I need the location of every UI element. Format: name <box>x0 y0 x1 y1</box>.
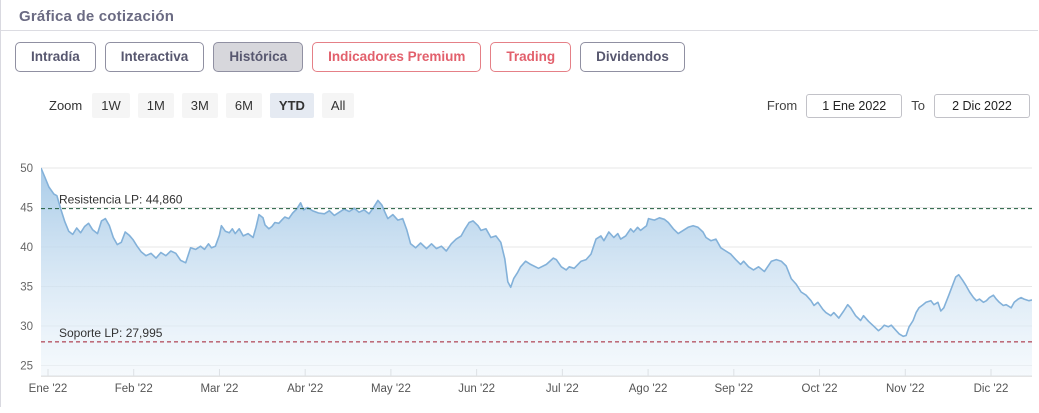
zoom-buttons: 1W 1M 3M 6M YTD All <box>84 93 355 118</box>
to-date-input[interactable] <box>934 93 1030 118</box>
zoom-button-6m[interactable]: 6M <box>225 93 262 118</box>
svg-text:30: 30 <box>20 321 33 333</box>
chart-tabs: Intradía Interactiva Histórica Indicadores … <box>15 42 1038 72</box>
to-label: To <box>911 98 925 113</box>
resistencia-lp-line: Resistencia LP: 44,860 <box>41 192 1032 209</box>
zoom-button-3m[interactable]: 3M <box>181 93 218 118</box>
svg-text:Ago '22: Ago '22 <box>629 383 668 395</box>
svg-text:35: 35 <box>20 281 33 293</box>
zoom-button-all[interactable]: All <box>321 93 355 118</box>
svg-text:Mar '22: Mar '22 <box>200 383 238 395</box>
svg-text:Abr '22: Abr '22 <box>287 383 323 395</box>
svg-text:Resistencia LP: 44,860: Resistencia LP: 44,860 <box>59 192 183 206</box>
tab-trading[interactable]: Trading <box>490 42 572 72</box>
zoom-button-ytd[interactable]: YTD <box>269 93 314 118</box>
chart-toolbar: Zoom 1W 1M 3M 6M YTD All From To <box>49 93 1030 119</box>
tab-intradia[interactable]: Intradía <box>15 42 96 72</box>
svg-text:50: 50 <box>20 163 33 175</box>
svg-text:Oct '22: Oct '22 <box>802 383 838 395</box>
price-area-chart[interactable]: 25 30 35 40 45 50 Ene '22 Feb '22 Mar '22 Abr '22… <box>1 131 1039 408</box>
svg-text:Feb '22: Feb '22 <box>115 383 153 395</box>
svg-text:45: 45 <box>20 202 33 214</box>
page-title: Gráfica de cotización <box>1 0 1038 31</box>
svg-text:Jun '22: Jun '22 <box>458 383 495 395</box>
tab-indicadores-premium[interactable]: Indicadores Premium <box>312 42 482 72</box>
zoom-label: Zoom <box>49 98 83 113</box>
svg-text:Nov '22: Nov '22 <box>886 383 925 395</box>
y-axis-labels: 25 30 35 40 45 50 <box>20 163 33 373</box>
svg-text:Ene '22: Ene '22 <box>29 383 68 395</box>
svg-text:40: 40 <box>20 242 33 254</box>
svg-text:Dic '22: Dic '22 <box>974 383 1009 395</box>
price-series <box>41 167 1032 376</box>
zoom-button-1w[interactable]: 1W <box>92 93 130 118</box>
soporte-lp-line: Soporte LP: 27,995 <box>41 325 1032 342</box>
svg-text:Jul '22: Jul '22 <box>546 383 579 395</box>
svg-text:May '22: May '22 <box>371 383 411 395</box>
tab-historica[interactable]: Histórica <box>213 42 304 72</box>
svg-text:Sep '22: Sep '22 <box>714 383 753 395</box>
from-date-input[interactable] <box>806 93 903 118</box>
tab-interactiva[interactable]: Interactiva <box>104 42 205 72</box>
chart-area: 25 30 35 40 45 50 Ene '22 Feb '22 Mar '22 Abr '22… <box>1 131 1038 413</box>
zoom-button-1m[interactable]: 1M <box>137 93 174 118</box>
svg-text:25: 25 <box>20 360 33 372</box>
tab-dividendos[interactable]: Dividendos <box>580 42 685 72</box>
svg-text:Soporte LP: 27,995: Soporte LP: 27,995 <box>59 325 163 339</box>
x-axis: Ene '22 Feb '22 Mar '22 Abr '22 May '22 Jun '… <box>29 368 1032 395</box>
from-label: From <box>766 98 798 113</box>
